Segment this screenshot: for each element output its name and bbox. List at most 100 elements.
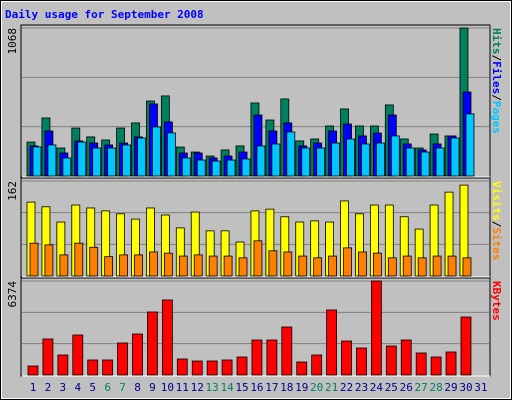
x-tick-label: 16	[250, 381, 263, 394]
bar	[281, 326, 293, 376]
bar	[430, 356, 442, 376]
bar	[238, 257, 248, 277]
x-tick-label: 12	[191, 381, 204, 394]
x-tick-label: 10	[161, 381, 174, 394]
bar	[152, 126, 161, 177]
bar	[370, 280, 382, 376]
bar	[375, 142, 385, 177]
x-tick-label: 4	[74, 381, 81, 394]
bar	[266, 339, 278, 376]
bar	[331, 142, 341, 177]
x-tick-label: 25	[385, 381, 398, 394]
bar	[343, 247, 352, 277]
bar	[432, 255, 442, 277]
x-tick-label: 7	[119, 381, 126, 394]
bar	[253, 240, 263, 277]
x-tick-label: 9	[149, 381, 156, 394]
bar	[447, 255, 457, 277]
x-tick-label: 8	[134, 381, 141, 394]
bar	[465, 113, 475, 177]
bar	[358, 251, 367, 277]
bar	[450, 137, 460, 177]
x-tick-label: 5	[89, 381, 96, 394]
bar	[251, 339, 263, 376]
bar	[47, 144, 57, 177]
bar	[72, 334, 84, 376]
legend-separator: /	[490, 55, 503, 62]
bar	[356, 347, 367, 376]
bar	[326, 309, 338, 376]
x-tick-label: 14	[220, 381, 234, 394]
x-tick-label: 13	[206, 381, 219, 394]
bar	[301, 147, 311, 177]
bar	[241, 158, 251, 177]
x-tick-label: 31	[474, 381, 487, 394]
legend: KBytes	[490, 281, 503, 321]
bar	[420, 151, 430, 177]
bar	[134, 254, 143, 277]
bar	[107, 147, 117, 177]
legend-entry: Pages	[490, 101, 503, 134]
bar	[390, 135, 400, 177]
bar	[87, 359, 99, 376]
bar	[223, 255, 233, 277]
bar	[193, 254, 203, 277]
y-tick-label: 1068	[6, 28, 19, 55]
x-tick-label: 30	[459, 381, 472, 394]
legend-separator: /	[490, 221, 503, 228]
bar	[372, 252, 382, 277]
bar	[149, 251, 158, 277]
bar	[27, 365, 39, 376]
x-tick-label: 11	[176, 381, 189, 394]
bar	[286, 131, 296, 177]
bar	[104, 256, 114, 277]
bar	[119, 254, 128, 277]
bar	[346, 138, 355, 177]
bar	[132, 333, 143, 376]
bar	[32, 146, 42, 177]
bar	[298, 255, 308, 277]
bar	[385, 345, 397, 376]
bar	[400, 339, 412, 376]
bar	[211, 160, 221, 177]
bar	[256, 145, 266, 177]
bar	[417, 257, 427, 277]
bar	[77, 141, 87, 177]
bar	[311, 354, 323, 376]
bar	[147, 311, 158, 376]
bar	[102, 359, 114, 376]
legend: Hits/Files/Pages	[490, 28, 503, 134]
bar	[89, 246, 99, 277]
bar	[328, 255, 338, 277]
x-tick-label: 28	[429, 381, 442, 394]
bar	[166, 132, 176, 177]
bar	[415, 352, 427, 376]
bar	[296, 361, 308, 376]
bar	[42, 338, 54, 376]
bar	[137, 137, 146, 177]
bar	[462, 257, 472, 277]
x-tick-label: 27	[415, 381, 428, 394]
legend-separator: /	[490, 94, 503, 101]
x-tick-label: 22	[340, 381, 353, 394]
bar	[361, 143, 370, 177]
bar	[206, 360, 218, 376]
bar	[122, 144, 131, 177]
y-tick-label: 162	[6, 181, 19, 201]
bar	[387, 257, 397, 277]
x-tick-label: 26	[400, 381, 413, 394]
bar	[62, 157, 72, 177]
x-tick-label: 17	[265, 381, 278, 394]
legend: Visits/Sites	[490, 181, 503, 261]
bar	[208, 255, 218, 277]
x-tick-label: 15	[235, 381, 248, 394]
bar	[402, 255, 412, 277]
bar	[221, 359, 233, 376]
bar	[445, 351, 457, 376]
bar	[117, 342, 128, 376]
bar	[271, 143, 281, 177]
legend-entry: Files	[490, 61, 503, 94]
x-tick-label: 29	[444, 381, 457, 394]
